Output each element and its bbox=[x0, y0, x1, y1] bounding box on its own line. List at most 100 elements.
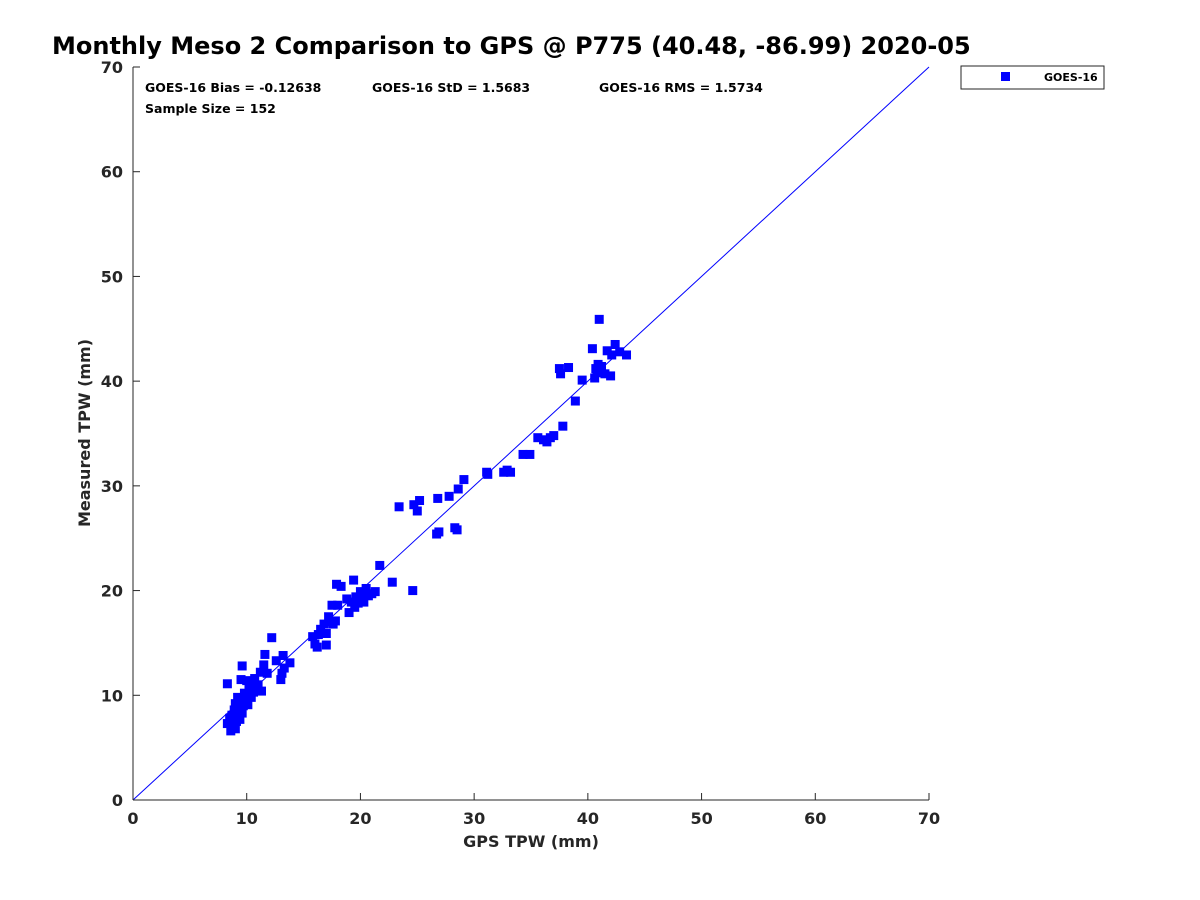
x-tick-label: 70 bbox=[918, 809, 940, 828]
data-point bbox=[358, 590, 368, 600]
data-point bbox=[606, 371, 616, 381]
data-point bbox=[597, 361, 607, 371]
data-point bbox=[408, 586, 418, 596]
data-point bbox=[564, 363, 574, 373]
data-point bbox=[260, 649, 270, 659]
data-point bbox=[359, 597, 369, 607]
data-point bbox=[483, 469, 493, 479]
y-axis-label: Measured TPW (mm) bbox=[75, 339, 94, 527]
data-point bbox=[312, 642, 322, 652]
stat-sample-size: Sample Size = 152 bbox=[145, 101, 276, 116]
x-tick-label: 60 bbox=[804, 809, 826, 828]
legend: GOES-16 bbox=[960, 65, 1105, 90]
data-point bbox=[615, 347, 625, 357]
data-point bbox=[330, 616, 340, 626]
legend-label-goes16: GOES-16 bbox=[1044, 71, 1098, 84]
stat-std: GOES-16 StD = 1.5683 bbox=[372, 80, 530, 95]
legend-box bbox=[960, 65, 1105, 90]
data-point bbox=[353, 598, 363, 608]
x-tick-label: 50 bbox=[690, 809, 712, 828]
data-point bbox=[342, 594, 352, 604]
data-point bbox=[247, 679, 257, 689]
x-axis-ticks: 0 10 20 30 40 50 60 70 bbox=[127, 793, 940, 828]
data-point bbox=[222, 679, 232, 689]
data-point bbox=[590, 373, 600, 383]
data-point bbox=[278, 650, 288, 660]
x-axis-label: GPS TPW (mm) bbox=[463, 832, 599, 851]
data-point bbox=[313, 630, 323, 640]
data-point bbox=[346, 597, 356, 607]
data-point bbox=[308, 632, 318, 642]
data-point bbox=[415, 496, 425, 506]
data-point bbox=[336, 581, 346, 591]
data-point bbox=[570, 396, 580, 406]
y-tick-label: 70 bbox=[101, 58, 123, 77]
data-point bbox=[361, 583, 371, 593]
data-point bbox=[321, 640, 331, 650]
y-tick-label: 30 bbox=[101, 477, 123, 496]
data-point bbox=[244, 684, 254, 694]
data-point bbox=[237, 661, 247, 671]
data-point bbox=[506, 467, 516, 477]
plot-area: 0 10 20 30 40 50 60 70 0 10 20 30 40 50 60 70 bbox=[101, 58, 940, 828]
y-tick-label: 20 bbox=[101, 582, 123, 601]
data-point bbox=[267, 633, 277, 643]
data-point bbox=[587, 344, 597, 354]
data-point bbox=[285, 658, 295, 668]
data-point bbox=[332, 579, 342, 589]
legend-marker bbox=[1001, 72, 1010, 81]
stat-rms: GOES-16 RMS = 1.5734 bbox=[599, 80, 763, 95]
x-tick-label: 10 bbox=[236, 809, 258, 828]
data-point bbox=[525, 449, 535, 459]
data-point bbox=[222, 719, 232, 729]
data-point bbox=[602, 346, 612, 356]
data-point bbox=[459, 475, 469, 485]
data-point bbox=[592, 368, 602, 378]
data-point bbox=[279, 663, 289, 673]
stat-bias: GOES-16 Bias = -0.12638 bbox=[145, 80, 321, 95]
data-point bbox=[453, 484, 463, 494]
data-point bbox=[227, 710, 237, 720]
data-point bbox=[253, 680, 263, 690]
data-point bbox=[375, 560, 385, 570]
data-point bbox=[236, 675, 246, 685]
data-point bbox=[235, 714, 245, 724]
data-point bbox=[434, 527, 444, 537]
x-tick-label: 30 bbox=[463, 809, 485, 828]
data-point bbox=[271, 656, 281, 666]
chart-title: Monthly Meso 2 Comparison to GPS @ P775 … bbox=[52, 32, 971, 60]
data-point bbox=[255, 667, 265, 677]
data-point bbox=[276, 675, 286, 685]
data-point bbox=[452, 525, 462, 535]
data-point bbox=[316, 624, 326, 634]
data-point bbox=[600, 369, 610, 379]
data-point bbox=[321, 629, 331, 639]
data-point bbox=[239, 688, 249, 698]
reference-line bbox=[132, 66, 930, 801]
data-points bbox=[222, 314, 632, 736]
y-axis-ticks: 0 10 20 30 40 50 60 70 bbox=[101, 58, 140, 810]
data-point bbox=[518, 449, 528, 459]
data-point bbox=[237, 708, 247, 718]
data-point bbox=[324, 612, 334, 622]
data-point bbox=[594, 314, 604, 324]
data-point bbox=[607, 350, 617, 360]
y-tick-label: 10 bbox=[101, 686, 123, 705]
data-point bbox=[230, 724, 240, 734]
stats-annotations: GOES-16 Bias = -0.12638 GOES-16 StD = 1.… bbox=[145, 80, 763, 116]
data-point bbox=[394, 502, 404, 512]
y-tick-label: 0 bbox=[112, 791, 123, 810]
data-point bbox=[262, 668, 272, 678]
data-point bbox=[409, 500, 419, 510]
x-tick-label: 20 bbox=[349, 809, 371, 828]
data-point bbox=[556, 369, 566, 379]
data-point bbox=[250, 674, 260, 684]
y-tick-label: 50 bbox=[101, 267, 123, 286]
x-tick-label: 40 bbox=[577, 809, 599, 828]
data-point bbox=[351, 592, 361, 602]
data-point bbox=[370, 587, 380, 597]
data-point bbox=[256, 686, 266, 696]
x-tick-label: 0 bbox=[127, 809, 138, 828]
